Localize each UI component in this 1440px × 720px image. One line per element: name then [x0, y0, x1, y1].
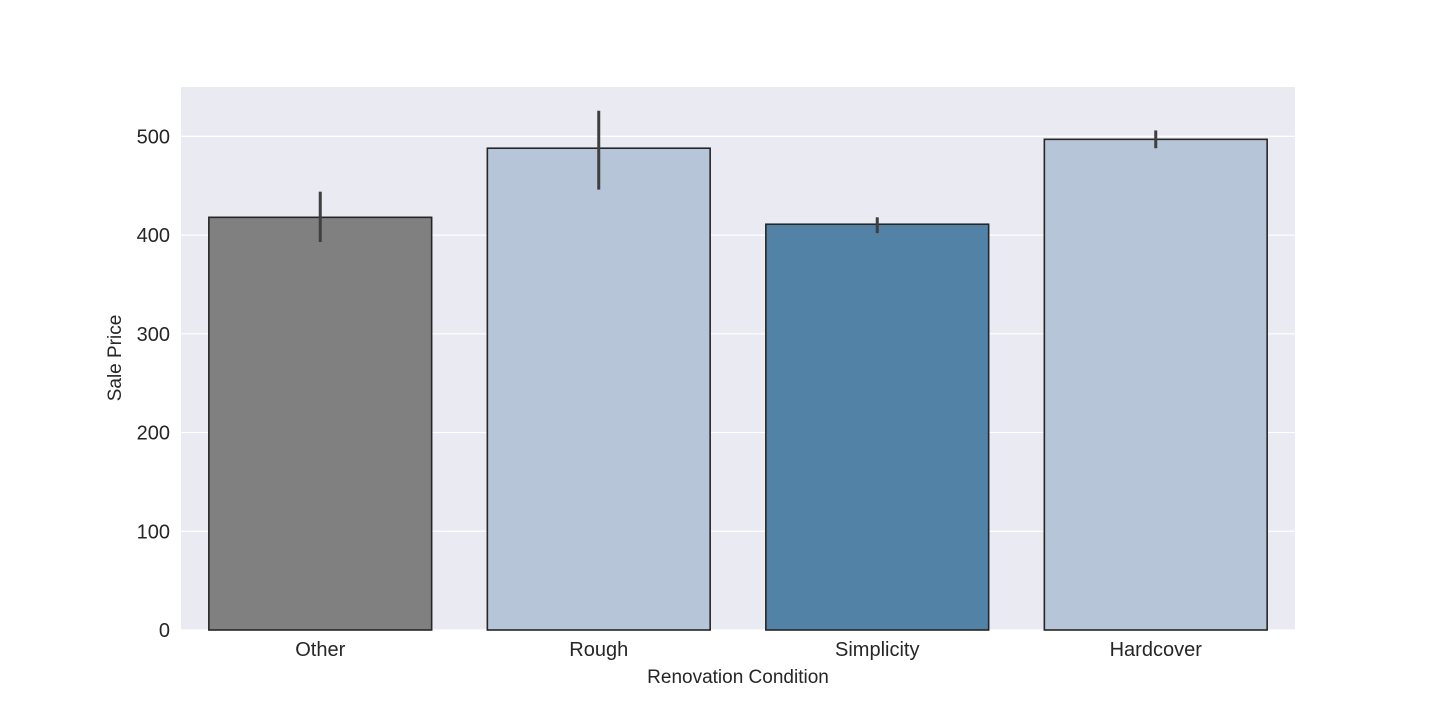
x-tick-label: Other: [295, 639, 345, 661]
y-tick-label: 500: [137, 126, 170, 148]
bars: [208, 138, 1268, 631]
x-tick-label: Rough: [569, 639, 628, 661]
x-tick-labels: Other Rough Simplicity Hardcover: [295, 639, 1202, 661]
x-tick-label: Hardcover: [1110, 639, 1203, 661]
y-tick-label: 400: [137, 225, 170, 247]
x-tick-label: Simplicity: [835, 639, 919, 661]
x-axis-label: Renovation Condition: [647, 667, 829, 688]
y-tick-label: 100: [137, 521, 170, 543]
bar: [486, 147, 711, 631]
y-axis-label: Sale Price: [105, 315, 126, 402]
error-bars: [318, 110, 1158, 243]
y-tick-label: 0: [159, 620, 170, 642]
y-tick-label: 300: [137, 324, 170, 346]
y-tick-label: 200: [137, 423, 170, 445]
bar: [765, 223, 990, 631]
bar: [1043, 138, 1268, 631]
y-tick-labels: 0 100 200 300 400 500: [137, 126, 170, 642]
bar: [208, 216, 433, 631]
